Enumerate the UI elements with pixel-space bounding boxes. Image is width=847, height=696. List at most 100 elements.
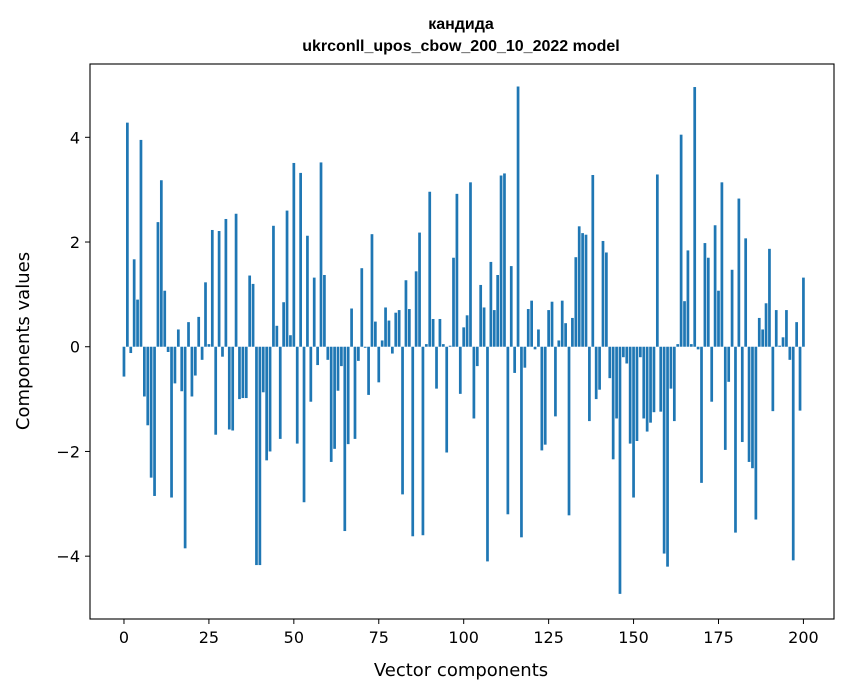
bar	[618, 346, 622, 594]
y-tick-label: −4	[56, 547, 80, 566]
bar	[374, 321, 377, 347]
x-tick-label: 175	[703, 628, 734, 647]
bar	[751, 346, 754, 469]
y-tick-label: 4	[70, 128, 80, 147]
bar	[778, 345, 781, 347]
bar	[404, 280, 408, 347]
bar	[655, 174, 659, 347]
bar	[713, 225, 717, 347]
bar	[431, 318, 435, 347]
bar	[516, 86, 520, 347]
bar	[594, 346, 598, 400]
bar	[384, 307, 387, 347]
bar	[747, 346, 751, 462]
bar	[418, 232, 421, 347]
bar	[180, 346, 184, 392]
axis-ticks: 0 25 50 75 100 125 150 175 200 −4 −2 0 2 4	[56, 128, 818, 647]
bar	[234, 213, 238, 347]
bar	[268, 346, 272, 452]
bar	[428, 191, 432, 347]
bar	[360, 268, 364, 347]
bar	[730, 269, 734, 347]
bar	[662, 346, 666, 554]
bar	[414, 271, 418, 347]
bar	[316, 346, 319, 366]
bar	[272, 225, 275, 347]
bar	[251, 283, 255, 347]
bar	[319, 162, 323, 347]
bar	[224, 218, 228, 347]
x-tick-label: 75	[369, 628, 389, 647]
y-tick-label: 2	[70, 233, 80, 252]
bar	[523, 346, 527, 368]
bar	[200, 346, 204, 360]
bar	[340, 346, 343, 367]
bar	[282, 302, 285, 347]
bar	[387, 320, 391, 347]
bar	[598, 346, 601, 390]
bar	[557, 340, 561, 347]
bar	[540, 346, 544, 451]
bar	[156, 222, 160, 347]
bar	[727, 346, 731, 382]
bar	[312, 277, 316, 347]
bar	[543, 346, 547, 445]
bar	[407, 309, 411, 347]
bar	[506, 346, 510, 515]
y-tick-label: −2	[56, 442, 80, 461]
bar	[357, 346, 360, 361]
bar	[499, 175, 503, 347]
bar	[622, 346, 625, 358]
bar	[329, 346, 333, 462]
bar	[221, 346, 224, 357]
bar	[255, 346, 258, 566]
bar	[336, 346, 340, 391]
bar	[581, 233, 584, 347]
bar	[700, 346, 703, 483]
bar	[214, 346, 218, 435]
bar	[129, 346, 133, 354]
bar	[689, 344, 693, 347]
bar	[754, 346, 758, 520]
bar	[509, 266, 513, 347]
bar	[696, 346, 700, 350]
bar	[183, 346, 187, 549]
bar	[788, 346, 792, 360]
bar	[625, 346, 629, 364]
bar	[275, 325, 279, 347]
bar	[588, 346, 591, 422]
bar	[438, 318, 442, 347]
bar	[241, 346, 245, 399]
bar	[513, 346, 517, 373]
bar	[659, 346, 663, 412]
y-axis-label: Components values	[13, 252, 34, 430]
bar	[258, 346, 262, 566]
bar	[744, 238, 748, 347]
bar	[445, 346, 449, 453]
bar	[628, 346, 632, 444]
bar	[397, 310, 401, 347]
bar	[323, 275, 326, 347]
bar	[146, 346, 150, 426]
bar	[537, 329, 540, 347]
bar	[526, 309, 530, 347]
bar	[173, 346, 177, 384]
bar	[482, 307, 486, 347]
chart-title-line-1: кандида	[428, 16, 494, 33]
x-tick-label: 200	[788, 628, 819, 647]
bar	[679, 134, 683, 347]
bar	[717, 290, 720, 347]
bar	[601, 240, 605, 347]
bar	[143, 346, 146, 397]
bar	[306, 235, 309, 347]
bar	[605, 252, 608, 347]
bar	[401, 346, 404, 495]
bar	[139, 139, 143, 347]
x-tick-label: 50	[284, 628, 304, 647]
bar	[370, 234, 374, 347]
bar	[486, 346, 489, 562]
bar	[465, 315, 469, 347]
bar	[244, 346, 248, 399]
bar	[550, 301, 554, 347]
